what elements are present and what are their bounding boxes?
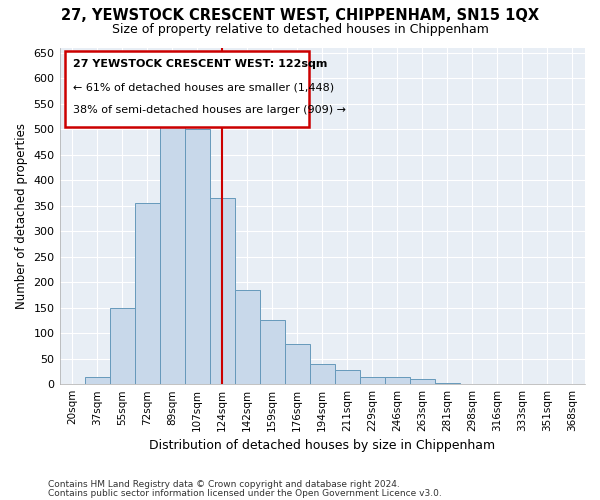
Text: 27 YEWSTOCK CRESCENT WEST: 122sqm: 27 YEWSTOCK CRESCENT WEST: 122sqm bbox=[73, 60, 327, 70]
Bar bbox=[235, 290, 260, 384]
Text: Contains public sector information licensed under the Open Government Licence v3: Contains public sector information licen… bbox=[48, 488, 442, 498]
Bar bbox=[185, 129, 209, 384]
Text: Size of property relative to detached houses in Chippenham: Size of property relative to detached ho… bbox=[112, 22, 488, 36]
FancyBboxPatch shape bbox=[65, 51, 309, 127]
Text: ← 61% of detached houses are smaller (1,448): ← 61% of detached houses are smaller (1,… bbox=[73, 83, 334, 93]
Bar bbox=[310, 364, 335, 384]
Bar bbox=[410, 379, 435, 384]
Bar bbox=[85, 376, 110, 384]
Text: 38% of semi-detached houses are larger (909) →: 38% of semi-detached houses are larger (… bbox=[73, 104, 346, 115]
Bar bbox=[160, 114, 185, 384]
Bar bbox=[385, 377, 410, 384]
Bar bbox=[435, 382, 460, 384]
Bar bbox=[110, 308, 134, 384]
Bar bbox=[335, 370, 360, 384]
Bar bbox=[209, 198, 235, 384]
Bar bbox=[285, 344, 310, 384]
Text: Contains HM Land Registry data © Crown copyright and database right 2024.: Contains HM Land Registry data © Crown c… bbox=[48, 480, 400, 489]
Text: 27, YEWSTOCK CRESCENT WEST, CHIPPENHAM, SN15 1QX: 27, YEWSTOCK CRESCENT WEST, CHIPPENHAM, … bbox=[61, 8, 539, 22]
X-axis label: Distribution of detached houses by size in Chippenham: Distribution of detached houses by size … bbox=[149, 440, 496, 452]
Bar bbox=[260, 320, 285, 384]
Bar bbox=[360, 377, 385, 384]
Y-axis label: Number of detached properties: Number of detached properties bbox=[15, 123, 28, 309]
Bar bbox=[134, 203, 160, 384]
